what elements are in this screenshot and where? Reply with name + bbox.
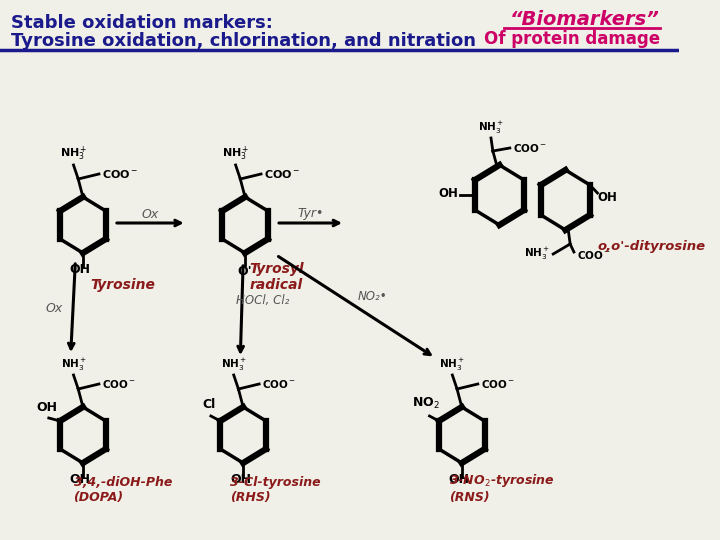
Text: Tyrosine oxidation, chlorination, and nitration: Tyrosine oxidation, chlorination, and ni… (12, 32, 477, 50)
Text: NH$_3^+$: NH$_3^+$ (221, 357, 247, 373)
Text: OH: OH (70, 473, 91, 486)
Text: NO$_2$: NO$_2$ (412, 396, 440, 411)
Text: COO$^-$: COO$^-$ (481, 378, 515, 390)
Text: 3-Cl-tyrosine
(RHS): 3-Cl-tyrosine (RHS) (230, 476, 320, 504)
Text: COO$^-$: COO$^-$ (102, 168, 138, 180)
Text: COO$^-$: COO$^-$ (102, 378, 136, 390)
Text: 3-NO$_2$-tyrosine
(RNS): 3-NO$_2$-tyrosine (RNS) (449, 472, 554, 504)
Text: NO₂•: NO₂• (358, 290, 387, 303)
Text: OH: OH (230, 473, 251, 486)
Text: Stable oxidation markers:: Stable oxidation markers: (12, 14, 273, 32)
Text: Ox: Ox (142, 207, 159, 220)
Text: Of protein damage: Of protein damage (484, 30, 660, 48)
Text: COO$^-$: COO$^-$ (262, 378, 296, 390)
Text: Tyr•: Tyr• (297, 207, 324, 220)
Text: NH$_3^+$: NH$_3^+$ (222, 145, 249, 163)
Text: NH$_3^+$: NH$_3^+$ (524, 246, 550, 262)
Text: COO$^-$: COO$^-$ (513, 142, 546, 154)
Text: HOCl, Cl₂: HOCl, Cl₂ (235, 294, 289, 307)
Text: OH: OH (598, 191, 617, 204)
Text: “Biomarkers”: “Biomarkers” (510, 10, 660, 29)
Text: OH: OH (449, 473, 469, 486)
Text: OH: OH (438, 187, 458, 200)
Text: NH$_3^+$: NH$_3^+$ (60, 145, 87, 163)
Text: OH: OH (37, 401, 58, 414)
Text: Ox: Ox (45, 301, 63, 314)
Text: 3,4,-diOH-Phe
(DOPA): 3,4,-diOH-Phe (DOPA) (73, 476, 172, 504)
Text: Tyrosyl
radical: Tyrosyl radical (250, 262, 305, 292)
Text: COO$^-$: COO$^-$ (577, 249, 611, 261)
Text: o,o'-dityrosine: o,o'-dityrosine (598, 240, 706, 253)
Text: NH$_3^+$: NH$_3^+$ (439, 357, 465, 373)
Text: O': O' (238, 265, 252, 278)
Text: OH: OH (70, 263, 91, 276)
Text: Cl: Cl (202, 398, 215, 411)
Text: COO$^-$: COO$^-$ (264, 168, 300, 180)
Text: Tyrosine: Tyrosine (91, 278, 156, 292)
Text: NH$_3^+$: NH$_3^+$ (60, 357, 86, 373)
Text: NH$_3^+$: NH$_3^+$ (478, 120, 504, 136)
